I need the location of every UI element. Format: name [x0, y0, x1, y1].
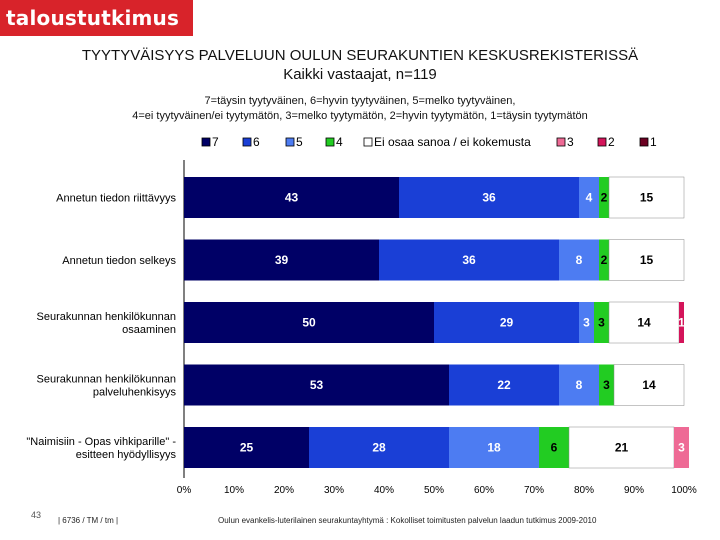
x-tick-label-6: 50%	[424, 485, 444, 496]
data-label-3-3: 3	[583, 316, 590, 330]
bar-segment-5-6	[674, 427, 689, 468]
data-label-1-3: 4	[586, 191, 593, 205]
legend-label-2: 6	[253, 135, 260, 149]
legend-label-6: 3	[567, 135, 574, 149]
data-label-3-5: 14	[637, 316, 651, 330]
data-label-5-4: 6	[551, 441, 558, 455]
data-label-5-1: 25	[240, 441, 254, 455]
x-tick-label-3: 20%	[274, 485, 294, 496]
bar-segment-2-5	[608, 239, 685, 281]
legend-swatch-6	[556, 137, 566, 147]
category-label-2: Annetun tiedon selkeys	[62, 255, 176, 267]
chart-title-line1: TYYTYVÄISYYS PALVELUUN OULUN SEURAKUNTIE…	[81, 47, 639, 64]
legend-swatch-1	[201, 137, 211, 147]
x-tick-label-4: 30%	[324, 485, 344, 496]
bar-segment-3-1	[184, 302, 434, 343]
x-tick-label-2: 10%	[224, 485, 244, 496]
scale-line1: 7=täysin tyytyväinen, 6=hyvin tyytyväine…	[204, 95, 516, 107]
data-label-3-1: 50	[302, 316, 316, 330]
bar-segment-5-2	[309, 427, 449, 468]
legend-label-5: Ei osaa sanoa / ei kokemusta	[374, 135, 531, 149]
data-label-5-3: 18	[487, 441, 501, 455]
data-label-4-4: 3	[603, 378, 610, 392]
data-label-5-6: 3	[678, 441, 685, 455]
category-label-3: Seurakunnan henkilökunnan osaaminen	[37, 311, 176, 336]
bar-segment-5-5	[568, 426, 675, 469]
data-label-2-3: 8	[576, 253, 583, 267]
logo-text: taloustutkimus oy	[6, 6, 180, 66]
data-label-4-5: 14	[642, 378, 656, 392]
data-label-4-3: 8	[576, 378, 583, 392]
chart-title-line2: Kaikki vastaajat, n=119	[283, 66, 437, 83]
brand-logo: taloustutkimus oy	[0, 0, 193, 66]
bar-segment-3-5	[608, 301, 680, 344]
legend-swatch-2	[242, 137, 252, 147]
data-label-2-4: 2	[601, 253, 608, 267]
x-tick-label-5: 40%	[374, 485, 394, 496]
data-label-3-7: 1	[678, 316, 685, 330]
bar-segment-3-4	[594, 302, 609, 343]
x-tick-label-9: 80%	[574, 485, 594, 496]
page-number: 43	[31, 510, 42, 520]
x-tick-label-7: 60%	[474, 485, 494, 496]
data-label-1-2: 36	[482, 191, 496, 205]
scale-line2: 4=ei tyytyväinen/ei tyytymätön, 3=melko …	[132, 110, 588, 122]
category-label-1: Annetun tiedon riittävyys	[56, 193, 176, 205]
data-label-5-2: 28	[372, 441, 386, 455]
x-tick-label-11: 100%	[671, 485, 697, 496]
bar-segment-2-4	[599, 239, 609, 281]
data-label-4-1: 53	[310, 378, 324, 392]
bar-segment-1-2	[399, 177, 579, 218]
chart-title: TYYTYVÄISYYS PALVELUUN OULUN SEURAKUNTIE…	[0, 46, 720, 84]
x-tick-label-10: 90%	[624, 485, 644, 496]
legend-label-7: 2	[608, 135, 615, 149]
legend-label-8: 1	[650, 135, 657, 149]
legend-label-4: 4	[336, 135, 343, 149]
legend-swatch-5	[363, 137, 373, 147]
data-label-1-5: 15	[640, 191, 654, 205]
legend-label-3: 5	[296, 135, 303, 149]
bar-segment-3-3	[579, 302, 594, 343]
bar-segment-1-1	[184, 177, 399, 218]
data-label-5-5: 21	[615, 441, 629, 455]
bar-segment-3-7	[679, 302, 684, 343]
bar-segment-5-3	[449, 427, 539, 468]
bar-segment-5-1	[184, 427, 309, 468]
data-label-3-2: 29	[500, 316, 514, 330]
category-label-5: "Naimisiin - Opas vihkiparille" -esittee…	[26, 436, 176, 461]
x-tick-label-8: 70%	[524, 485, 544, 496]
data-label-1-1: 43	[285, 191, 299, 205]
legend-swatch-3	[285, 137, 295, 147]
bar-segment-4-4	[599, 364, 614, 406]
source-note: Oulun evankelis-luterilainen seurakuntay…	[218, 516, 597, 525]
data-label-2-1: 39	[275, 253, 289, 267]
project-code: | 6736 / TM / tm |	[58, 516, 119, 525]
bar-segment-1-5	[608, 176, 685, 219]
bar-segment-1-3	[579, 177, 599, 218]
bar-segment-4-1	[184, 364, 449, 406]
data-label-2-2: 36	[462, 253, 476, 267]
category-label-4: Seurakunnan henkilökunnan palveluhenkisyy…	[37, 374, 177, 399]
bar-segment-4-5	[613, 364, 685, 406]
bar-segment-5-4	[539, 427, 569, 468]
legend-swatch-7	[597, 137, 607, 147]
data-label-2-5: 15	[640, 253, 654, 267]
legend-swatch-4	[325, 137, 335, 147]
x-tick-label-1: 0%	[177, 485, 192, 496]
bar-segment-2-3	[559, 239, 599, 281]
bar-segment-4-2	[449, 364, 559, 406]
legend-label-1: 7	[212, 135, 219, 149]
bar-segment-2-2	[379, 239, 559, 281]
data-label-3-4: 3	[598, 316, 605, 330]
legend-swatch-8	[639, 137, 649, 147]
bar-segment-2-1	[184, 239, 379, 281]
bar-segment-1-4	[599, 177, 609, 218]
data-label-1-4: 2	[601, 191, 608, 205]
bar-segment-3-2	[434, 302, 579, 343]
data-label-4-2: 22	[497, 378, 511, 392]
scale-description: 7=täysin tyytyväinen, 6=hyvin tyytyväine…	[0, 94, 720, 124]
bar-segment-4-3	[559, 364, 599, 406]
